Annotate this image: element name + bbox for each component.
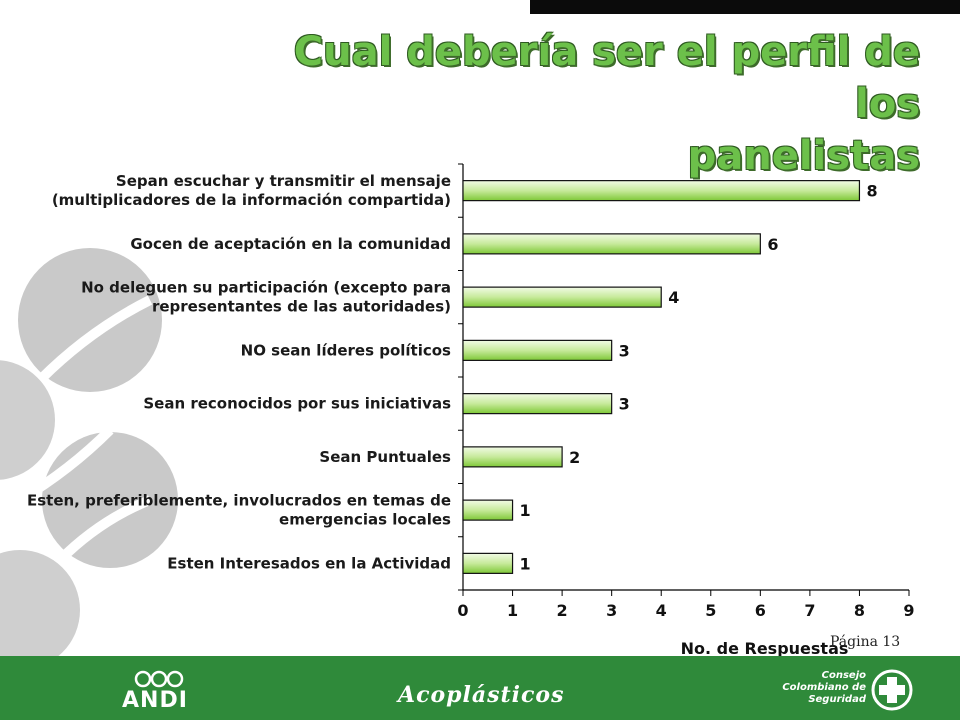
data-label: 1 [520, 554, 531, 573]
acoplasticos-logo: Acoplásticos [398, 682, 565, 708]
bar [462, 446, 563, 468]
data-label: 6 [767, 235, 778, 254]
bar [462, 393, 613, 415]
background-decoration [0, 248, 178, 660]
x-axis-title: No. de Respuestas [681, 639, 849, 658]
category-label-line: Esten, preferiblemente, involucrados en … [27, 492, 451, 510]
x-tick-label: 9 [903, 601, 914, 620]
category-label-line: Esten Interesados en la Actividad [167, 554, 451, 572]
data-label: 3 [619, 395, 630, 414]
x-tick-label: 0 [457, 601, 468, 620]
x-tick-label: 4 [656, 601, 667, 620]
x-tick-label: 7 [804, 601, 815, 620]
bar [462, 180, 861, 202]
bar-chart: 0 1 2 3 4 5 6 7 8 9 No. de Respuestas 8 Sepan escuch… [27, 163, 915, 658]
x-tick-label: 8 [854, 601, 865, 620]
x-tick-label: 2 [557, 601, 568, 620]
ccs-line-3: Seguridad [808, 694, 866, 705]
category-label: Sean reconocidos por sus iniciativas [143, 395, 451, 413]
bar [462, 286, 662, 308]
x-tick-label: 6 [755, 601, 766, 620]
category-label: No deleguen su participación (excepto pa… [81, 279, 451, 316]
category-label-line: No deleguen su participación (excepto pa… [81, 279, 451, 297]
data-label: 8 [866, 182, 877, 201]
x-tick-label: 3 [606, 601, 617, 620]
bar [462, 233, 761, 255]
data-label: 1 [520, 501, 531, 520]
category-label: Sean Puntuales [319, 448, 451, 466]
footer-bar [0, 656, 960, 720]
bar [462, 499, 514, 521]
slide-title-line-2: panelistas [687, 133, 920, 179]
data-label: 3 [619, 341, 630, 360]
bar [462, 552, 514, 574]
category-label: Esten, preferiblemente, involucrados en … [27, 492, 451, 529]
category-label-line: Sepan escuchar y transmitir el mensaje [116, 172, 451, 190]
x-tick-label: 5 [705, 601, 716, 620]
top-bar [530, 0, 960, 14]
x-tick-label: 1 [507, 601, 518, 620]
andi-text: ANDI [122, 688, 188, 713]
category-label-line: NO sean líderes políticos [241, 341, 451, 359]
andi-logo: ANDI [118, 670, 198, 714]
slide-title: Cual debería ser el perfil de los paneli… [220, 26, 920, 182]
ccs-logo: Consejo Colombiano de Seguridad [770, 666, 920, 716]
category-label-line: Gocen de aceptación en la comunidad [130, 235, 451, 253]
data-label: 2 [569, 448, 580, 467]
ccs-line-1: Consejo [821, 670, 866, 681]
category-label: NO sean líderes políticos [241, 341, 451, 359]
slide-title-line-1: Cual debería ser el perfil de los [293, 29, 920, 127]
cross-icon [871, 669, 913, 711]
bar [462, 339, 613, 361]
data-label: 4 [668, 288, 679, 307]
category-label-line: Sean reconocidos por sus iniciativas [143, 395, 451, 413]
category-label: Gocen de aceptación en la comunidad [130, 235, 451, 253]
plot-area: 0 1 2 3 4 5 6 7 8 9 No. de Respuestas 8 Sepan escuch… [27, 163, 915, 658]
ccs-line-2: Colombiano de [782, 682, 866, 693]
category-label-line: representantes de las autoridades) [152, 298, 451, 316]
category-label-line: emergencias locales [279, 511, 451, 529]
page-number: Página 13 [830, 634, 901, 650]
andi-mark-icon [134, 670, 184, 688]
category-label: Sepan escuchar y transmitir el mensaje (m… [52, 172, 451, 209]
category-label-line: (multiplicadores de la información compa… [52, 191, 451, 209]
category-label: Esten Interesados en la Actividad [167, 554, 451, 572]
category-label-line: Sean Puntuales [319, 448, 451, 466]
